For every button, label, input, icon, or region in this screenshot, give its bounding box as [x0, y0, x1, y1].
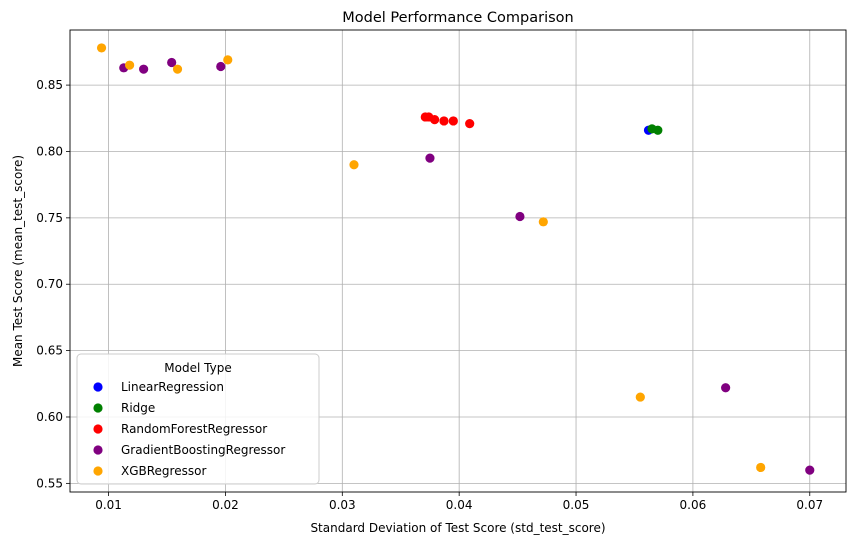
- point-randomforestregressor: [430, 115, 440, 125]
- x-tick-label: 0.01: [95, 498, 122, 512]
- x-tick-label: 0.04: [446, 498, 473, 512]
- plot-frame: [69, 29, 847, 493]
- legend-label-gradientboostingregressor: GradientBoostingRegressor: [121, 443, 285, 457]
- legend-marker-gradientboostingregressor: [93, 445, 103, 455]
- legend: Model Type LinearRegression Ridge RandomFo…: [76, 353, 320, 485]
- point-xgbregressor: [223, 55, 233, 65]
- legend-box: [76, 353, 320, 485]
- x-axis-label: Standard Deviation of Test Score (std_te…: [310, 521, 605, 535]
- point-gradientboostingregressor: [721, 383, 731, 393]
- y-tick-label: 0.70: [36, 277, 63, 291]
- y-tick-label: 0.55: [36, 476, 63, 490]
- x-tick-label: 0.05: [563, 498, 590, 512]
- legend-title: Model Type: [164, 361, 231, 375]
- point-gradientboostingregressor: [805, 465, 815, 475]
- x-tick-label: 0.03: [329, 498, 356, 512]
- y-tick-label: 0.85: [36, 78, 63, 92]
- legend-marker-randomforestregressor: [93, 424, 103, 434]
- point-ridge: [653, 125, 663, 135]
- point-gradientboostingregressor: [139, 64, 149, 74]
- point-randomforestregressor: [465, 118, 475, 129]
- point-randomforestregressor: [448, 116, 458, 126]
- point-gradientboostingregressor: [167, 57, 177, 68]
- legend-label-ridge: Ridge: [121, 401, 155, 415]
- legend-marker-ridge: [93, 403, 103, 413]
- x-axis-ticks: 0.01 0.02 0.03 0.04 0.05 0.06 0.07: [95, 492, 823, 512]
- x-tick-label: 0.02: [212, 498, 239, 512]
- x-tick-label: 0.06: [680, 498, 707, 512]
- legend-marker-xgbregressor: [93, 466, 103, 476]
- legend-marker-linearregression: [93, 382, 103, 392]
- x-tick-label: 0.07: [796, 498, 823, 512]
- point-xgbregressor: [96, 43, 107, 53]
- point-gradientboostingregressor: [216, 61, 226, 72]
- point-randomforestregressor: [439, 116, 449, 126]
- y-axis-label: Mean Test Score (mean_test_score): [11, 155, 25, 367]
- y-tick-label: 0.80: [36, 144, 63, 158]
- point-xgbregressor: [635, 392, 645, 402]
- point-gradientboostingregressor: [515, 211, 525, 222]
- y-tick-label: 0.60: [36, 410, 63, 424]
- point-xgbregressor: [756, 462, 766, 473]
- y-axis-ticks: 0.55 0.60 0.65 0.70 0.75 0.80 0.85: [36, 78, 70, 490]
- legend-label-randomforestregressor: RandomForestRegressor: [121, 422, 267, 436]
- point-gradientboostingregressor: [425, 153, 435, 163]
- legend-label-xgbregressor: XGBRegressor: [121, 464, 206, 478]
- y-tick-label: 0.75: [36, 211, 63, 225]
- point-xgbregressor: [172, 64, 183, 74]
- data-points: [96, 43, 815, 475]
- chart-title: Model Performance Comparison: [342, 10, 573, 26]
- point-xgbregressor: [538, 217, 548, 227]
- legend-items: LinearRegression Ridge RandomForestRegress…: [93, 380, 285, 478]
- point-xgbregressor: [125, 60, 135, 70]
- legend-label-linearregression: LinearRegression: [121, 380, 224, 394]
- point-xgbregressor: [349, 160, 359, 170]
- y-tick-label: 0.65: [36, 344, 63, 358]
